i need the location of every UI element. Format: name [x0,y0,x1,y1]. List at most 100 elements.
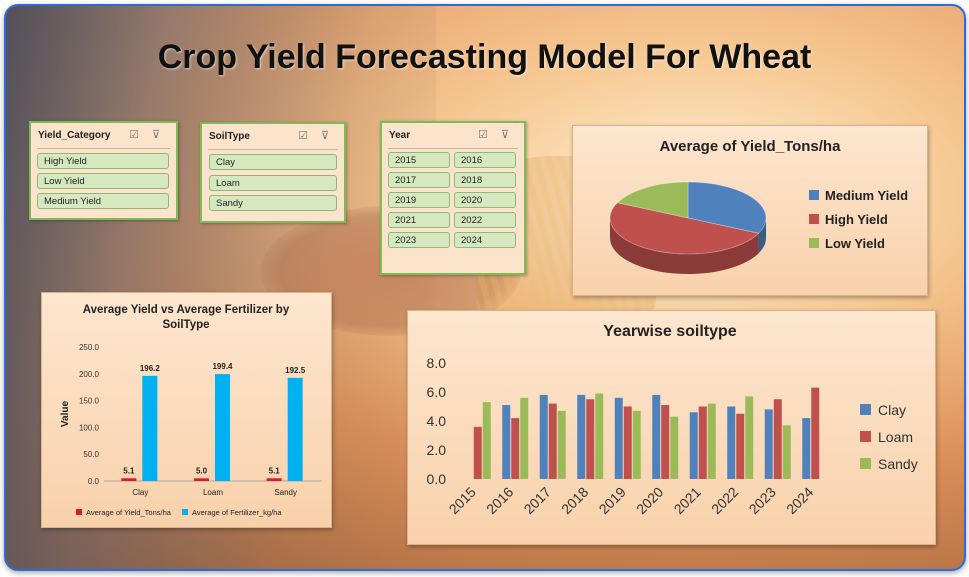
bar-loam [623,406,632,479]
bar-fertilizer [215,374,230,481]
data-label: 5.1 [269,466,281,475]
multi-select-icon[interactable]: ☑ [478,129,488,141]
slicer-header: Yield_Category ☑ ⊽ [31,123,176,149]
bar-loam [773,399,782,479]
legend-label: Sandy [878,456,918,472]
yearwise-chart: Yearwise soiltype 0.0 2.0 4.0 6.0 8.0 2015 2016… [427,323,918,517]
slicer-item-clay[interactable]: Clay [209,154,337,170]
slicer-item-high-yield[interactable]: High Yield [37,153,169,169]
clear-filter-icon[interactable]: ⊽ [151,129,161,141]
bar-clay [689,412,698,479]
slicer-item-2020[interactable]: 2020 [454,192,516,208]
bar-sandy [632,410,641,479]
slicer-item-2018[interactable]: 2018 [454,172,516,188]
slicer-year: Year ☑ ⊽ 2015 2016 2017 2018 2019 2020 2… [380,121,526,275]
y-tick-label: 200.0 [79,370,100,379]
y-tick-label: 250.0 [79,343,100,352]
legend-swatch [860,458,871,469]
pie-chart: Average of Yield_Tons/ha Medium Yield High… [609,138,908,274]
bar-loam [698,406,707,479]
bar-fertilizer [287,377,303,481]
slicer-item-2024[interactable]: 2024 [454,232,516,248]
slicer-item-2023[interactable]: 2023 [388,232,450,248]
y-tick-label: 0.0 [88,477,100,486]
clear-filter-icon[interactable]: ⊽ [320,130,330,142]
y-tick-label: 8.0 [427,355,447,371]
x-tick-label: 2018 [558,484,591,517]
x-tick-label: 2015 [446,484,479,517]
x-tick-label: 2024 [783,484,816,517]
data-label: 5.0 [196,466,208,475]
chart-title-line-1: Average Yield vs Average Fertilizer by [83,304,290,316]
chart-title-line-2: SoilType [162,319,209,331]
legend-swatch [182,509,188,515]
legend-label: Medium Yield [825,188,908,203]
bar-clay [764,409,773,479]
data-label: 199.4 [212,362,233,371]
pie-chart-panel[interactable]: Average of Yield_Tons/ha Medium Yield High… [572,125,928,296]
bar-clay [802,418,811,479]
x-tick-label: Loam [203,488,223,497]
bar-loam [811,387,820,479]
legend-label: Clay [878,402,906,418]
chart-title: Yearwise soiltype [603,323,737,340]
slicer-header: Year ☑ ⊽ [382,123,524,149]
pie-slice-side [610,218,759,274]
slicer-item-sandy[interactable]: Sandy [209,195,337,211]
slicer-divider [388,148,518,149]
fertilizer-chart: Average Yield vs Average Fertilizer by So… [60,304,322,517]
clear-filter-icon[interactable]: ⊽ [500,129,510,141]
bar-yield [194,478,209,481]
legend-label: Average of Yield_Tons/ha [86,508,172,517]
pie-slice [687,181,767,234]
slicer-item-low-yield[interactable]: Low Yield [37,173,169,189]
slicer-item-2015[interactable]: 2015 [388,152,450,168]
bar-sandy [707,403,716,479]
bar-sandy [482,402,491,479]
yearwise-chart-panel[interactable]: Yearwise soiltype 0.0 2.0 4.0 6.0 8.0 2015 2016… [407,310,936,545]
slicer-title: Yield_Category [38,130,111,141]
bar-sandy [557,410,566,479]
slicer-item-medium-yield[interactable]: Medium Yield [37,193,169,209]
pie-slice-side [758,218,766,254]
x-tick-label: 2021 [671,484,704,517]
y-tick-label: 50.0 [83,450,99,459]
slicer-item-2017[interactable]: 2017 [388,172,450,188]
legend-swatch [860,431,871,442]
y-tick-label: 2.0 [427,442,447,458]
bar-clay [577,394,586,479]
slicer-item-2019[interactable]: 2019 [388,192,450,208]
multi-select-icon[interactable]: ☑ [298,130,308,142]
bar-yield [266,478,282,481]
data-label: 5.1 [123,466,135,475]
bar-loam [473,426,482,479]
y-tick-label: 4.0 [427,413,447,429]
legend-swatch [809,214,819,224]
slicer-yield-category: Yield_Category ☑ ⊽ High Yield Low Yield … [29,121,178,220]
slicer-header: SoilType ☑ ⊽ [202,124,344,150]
y-tick-label: 100.0 [79,423,100,432]
bar-sandy [595,393,604,479]
bar-loam [586,399,595,479]
slicer-item-loam[interactable]: Loam [209,175,337,191]
x-tick-label: Clay [132,488,148,497]
y-tick-label: 0.0 [427,471,447,487]
slicer-item-2021[interactable]: 2021 [388,212,450,228]
bar-fertilizer [142,375,158,481]
legend-swatch [809,238,819,248]
x-tick-label: 2019 [596,484,629,517]
fertilizer-chart-panel[interactable]: Average Yield vs Average Fertilizer by So… [41,292,332,528]
slicer-item-2022[interactable]: 2022 [454,212,516,228]
pie-slice [616,181,689,219]
slicer-divider [37,148,170,149]
pie-slice [609,202,760,255]
bar-clay [539,394,548,479]
dashboard-title: Crop Yield Forecasting Model For Wheat [157,38,812,76]
slicer-item-2016[interactable]: 2016 [454,152,516,168]
y-tick-label: 6.0 [427,384,447,400]
pie-title: Average of Yield_Tons/ha [660,138,842,155]
bar-yield [121,478,137,481]
slicer-divider [208,149,338,150]
multi-select-icon[interactable]: ☑ [129,129,139,141]
bar-clay [502,405,511,479]
